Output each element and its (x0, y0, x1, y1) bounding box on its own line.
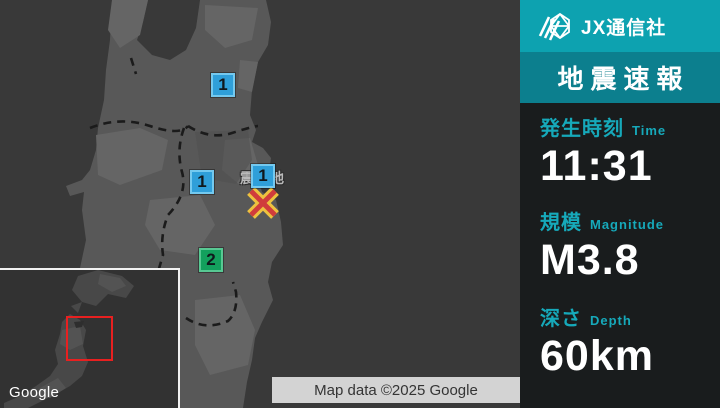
section-depth: 深さ Depth 60km (540, 302, 718, 378)
depth-label-en: Depth (590, 313, 632, 328)
depth-value: 60km (540, 332, 654, 380)
alert-info-panel: JX通信社 地震速報 発生時刻 Time 11:31 規模 Magnitude M3… (520, 0, 720, 408)
magnitude-label-en: Magnitude (590, 217, 664, 232)
inset-focus-rectangle (66, 316, 113, 361)
brand-name: JX通信社 (581, 17, 667, 39)
google-logo[interactable]: Google (9, 384, 60, 401)
magnitude-value: M3.8 (540, 236, 640, 284)
intensity-1-marker: 1 (251, 164, 275, 188)
brand-bar: JX通信社 (520, 0, 720, 52)
magnitude-label-jp: 規模 (540, 212, 582, 234)
jx-logo-icon (538, 12, 570, 41)
depth-label-jp: 深さ (540, 308, 582, 330)
intensity-1-marker: 1 (190, 170, 214, 194)
inset-map: Google (0, 268, 180, 408)
time-label-jp: 発生時刻 (540, 118, 624, 140)
prefecture-borders (89, 57, 259, 327)
section-time: 発生時刻 Time 11:31 (540, 112, 718, 188)
time-label-en: Time (632, 123, 667, 138)
alert-title: 地震速報 (520, 52, 720, 103)
section-magnitude: 規模 Magnitude M3.8 (540, 206, 718, 282)
time-value: 11:31 (540, 142, 653, 190)
map-attribution: Map data ©2025 Google (272, 377, 520, 403)
epicenter-x-icon (247, 187, 279, 219)
intensity-1-marker: 1 (211, 73, 235, 97)
inset-terrain (0, 270, 176, 408)
intensity-2-marker: 2 (199, 248, 223, 272)
